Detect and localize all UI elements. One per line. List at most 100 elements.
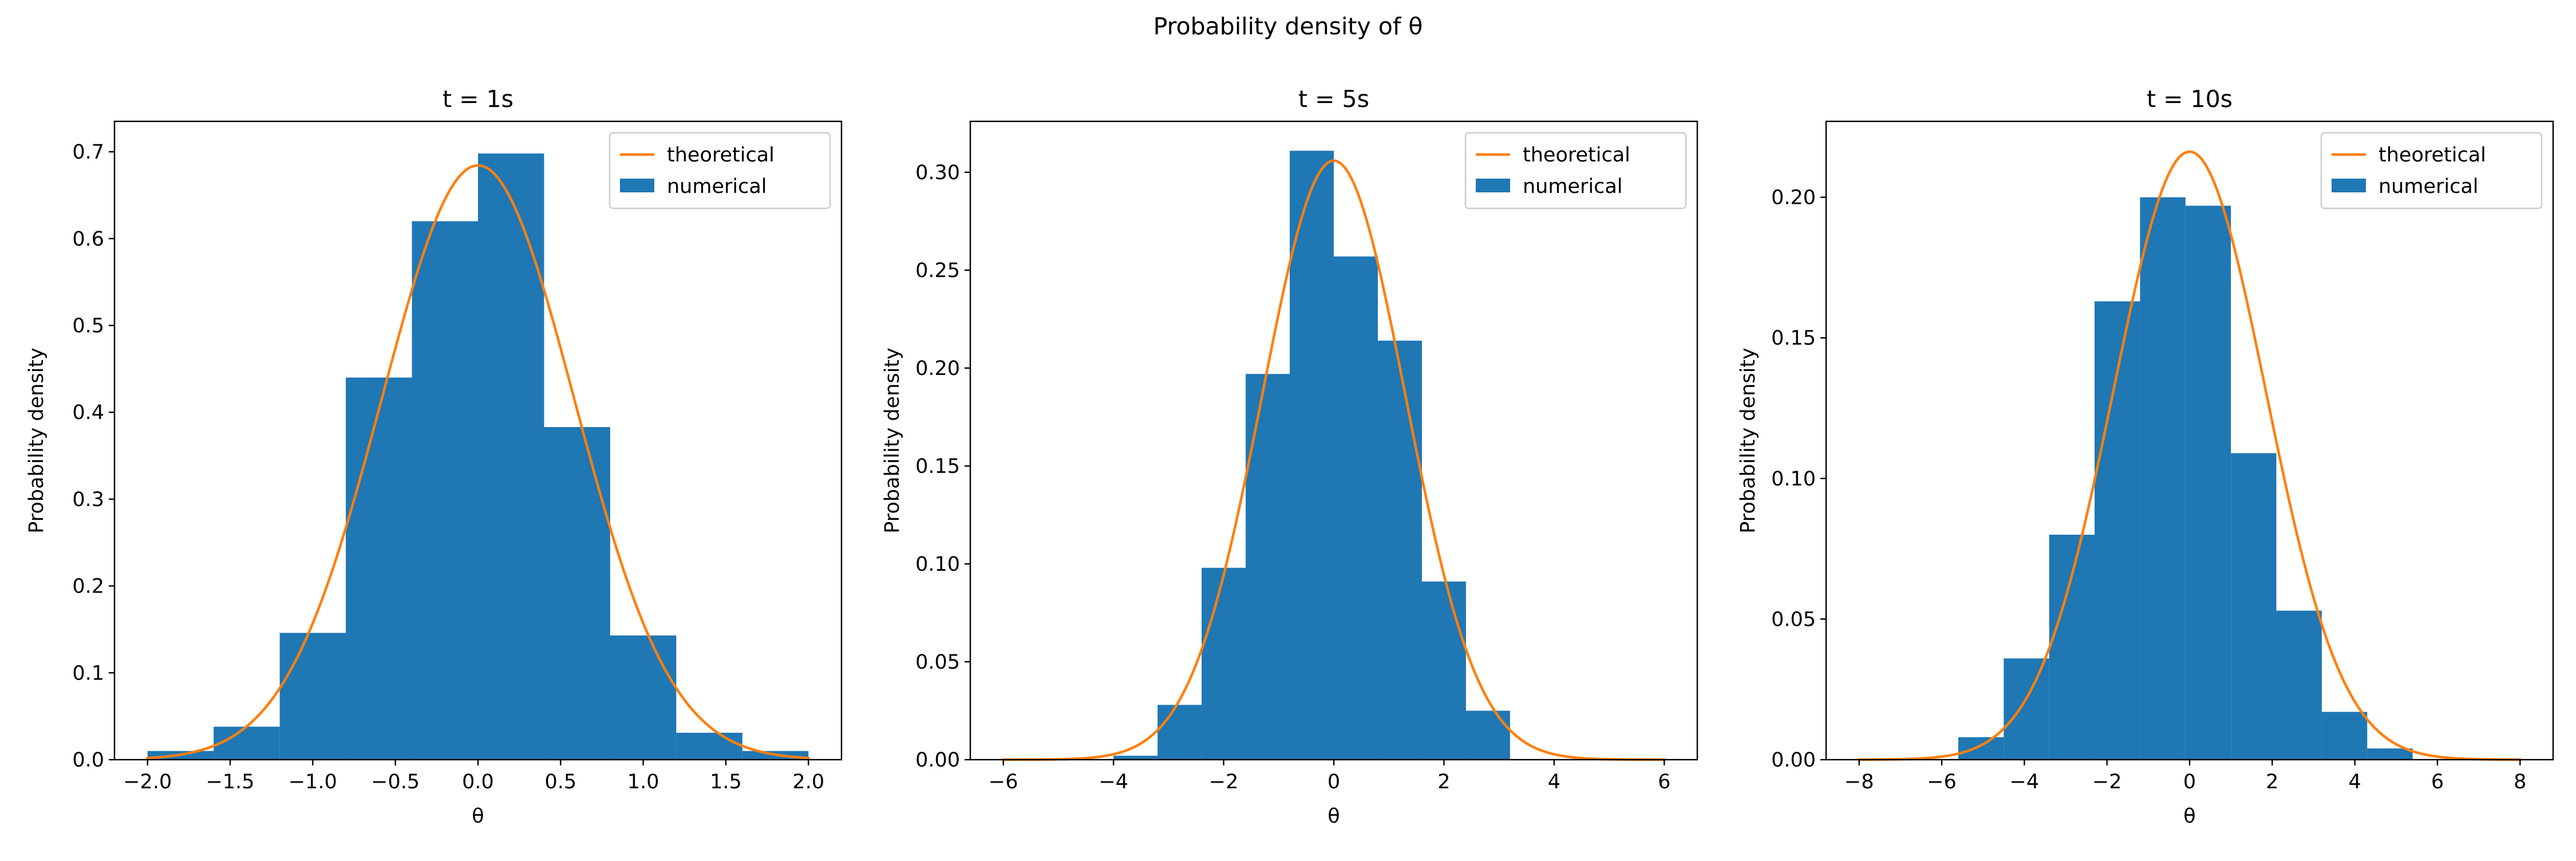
subplot-1: −2.0 −1.5 −1.0 −0.5 0.0 0.5 1.0 1.5 2.0 0.0 0.1 0.2… — [25, 85, 843, 828]
x-tick-label: −2 — [1209, 771, 1239, 793]
x-tick-label: −8 — [1844, 771, 1874, 793]
x-tick-label: −4 — [1099, 771, 1128, 793]
histogram-bar — [1113, 756, 1158, 760]
x-tick-label: 1.5 — [710, 771, 742, 793]
legend-label: theoretical — [1523, 144, 1630, 167]
x-tick-label: 6 — [1658, 771, 1670, 793]
histogram-bar — [346, 377, 412, 760]
x-tick-label: 0.5 — [544, 771, 576, 793]
histogram-bar — [2004, 658, 2049, 760]
subplot-title: t = 1s — [442, 85, 513, 113]
legend-frame — [1464, 132, 1687, 210]
x-tick-label: 2 — [2266, 771, 2278, 793]
histogram-bar — [1377, 341, 1422, 760]
x-tick-label: −6 — [989, 771, 1018, 793]
x-tick-label: 0 — [1327, 771, 1340, 793]
y-tick-label: 0.05 — [915, 651, 960, 674]
theoretical-curve — [146, 164, 810, 760]
subplot-title: t = 5s — [1298, 85, 1369, 113]
legend-label: numerical — [1523, 175, 1623, 198]
histogram-bar — [1246, 374, 1290, 760]
x-tick-label: −2.0 — [123, 771, 172, 793]
y-tick-label: 0.6 — [72, 228, 104, 251]
x-tick-label: 0.0 — [462, 771, 494, 793]
legend: theoretical numerical — [609, 132, 831, 210]
x-axis-label: θ — [472, 805, 484, 828]
y-tick-label: 0.30 — [915, 161, 960, 184]
subplot-2: −6 −4 −2 0 2 4 6 0.00 0.05 0.10 0.15 0.20 0.25 0.30 t … — [881, 85, 1698, 828]
x-axis-label: θ — [1327, 805, 1340, 828]
histogram-bar — [1958, 737, 2004, 760]
y-axis-label: Probability density — [1737, 347, 1760, 533]
histogram-bar — [2321, 712, 2368, 760]
legend-label: theoretical — [667, 144, 775, 167]
legend: theoretical numerical — [2320, 132, 2543, 210]
y-tick-label: 0.7 — [72, 141, 104, 164]
legend-bar-swatch — [1476, 179, 1510, 192]
x-tick-label: 6 — [2431, 771, 2444, 793]
y-axis-label: Probability density — [881, 347, 904, 533]
legend-bar-swatch — [2332, 179, 2366, 192]
y-tick-label: 0.00 — [915, 749, 960, 772]
x-tick-label: 0 — [2183, 771, 2196, 793]
x-tick-label: 2.0 — [792, 771, 824, 793]
histogram-bar — [676, 732, 742, 760]
y-tick-label: 0.2 — [72, 575, 104, 598]
histogram-bar — [478, 153, 544, 760]
y-tick-label: 0.00 — [1771, 749, 1816, 772]
histogram-bar — [1290, 151, 1334, 760]
subplot-title: t = 10s — [2147, 85, 2233, 113]
y-tick-label: 0.0 — [72, 749, 104, 772]
x-tick-label: −1.0 — [289, 771, 337, 793]
y-tick-label: 0.25 — [915, 259, 960, 282]
theoretical-curve — [1002, 159, 1666, 761]
y-tick-label: 0.20 — [1771, 187, 1816, 210]
legend-bar-swatch — [620, 179, 654, 192]
histogram-bar — [279, 633, 346, 760]
x-axis-label: θ — [2183, 805, 2195, 828]
histogram-bar — [2049, 535, 2095, 760]
histogram-bar — [2276, 610, 2322, 760]
x-tick-label: 8 — [2514, 771, 2526, 793]
y-tick-label: 0.20 — [915, 357, 960, 380]
legend-label: numerical — [667, 175, 767, 198]
histogram-bar — [610, 635, 677, 760]
y-tick-label: 0.15 — [1771, 327, 1816, 350]
histogram-bar — [544, 426, 610, 760]
histogram-bar — [1421, 581, 1466, 760]
x-tick-label: 4 — [2348, 771, 2361, 793]
figure-title: Probability density of θ — [1153, 13, 1423, 40]
theoretical-curve — [1858, 150, 2522, 761]
x-tick-label: −0.5 — [371, 771, 420, 793]
histogram-bar — [2140, 197, 2186, 760]
x-tick-label: −6 — [1927, 771, 1957, 793]
y-tick-label: 0.15 — [915, 455, 960, 478]
histogram-bar — [1334, 256, 1378, 760]
y-tick-label: 0.10 — [915, 553, 960, 576]
x-tick-label: −1.5 — [206, 771, 255, 793]
x-tick-label: 4 — [1548, 771, 1560, 793]
histogram-bar — [412, 221, 478, 760]
histogram-bar — [214, 726, 280, 760]
legend-label: numerical — [2379, 175, 2479, 198]
subplot-3: −8 −6 −4 −2 0 2 4 6 8 0.00 0.05 0.10 0.15 0.20 t = 10s… — [1737, 85, 2554, 828]
y-tick-label: 0.1 — [72, 662, 104, 685]
legend-frame — [609, 132, 831, 210]
y-tick-label: 0.10 — [1771, 468, 1816, 491]
y-axis-label: Probability density — [25, 347, 48, 533]
histogram-bar — [1202, 567, 1246, 760]
legend-label: theoretical — [2379, 144, 2486, 167]
histogram-bar — [1465, 710, 1510, 760]
legend-frame — [2320, 132, 2543, 210]
x-tick-label: 1.0 — [627, 771, 659, 793]
x-tick-label: −2 — [2092, 771, 2122, 793]
y-tick-label: 0.4 — [72, 401, 104, 424]
histogram-bar — [2367, 748, 2413, 760]
y-tick-label: 0.3 — [72, 488, 104, 511]
histogram-bar — [1157, 705, 1202, 760]
x-tick-label: 2 — [1437, 771, 1450, 793]
y-tick-label: 0.05 — [1771, 608, 1816, 631]
legend: theoretical numerical — [1464, 132, 1687, 210]
